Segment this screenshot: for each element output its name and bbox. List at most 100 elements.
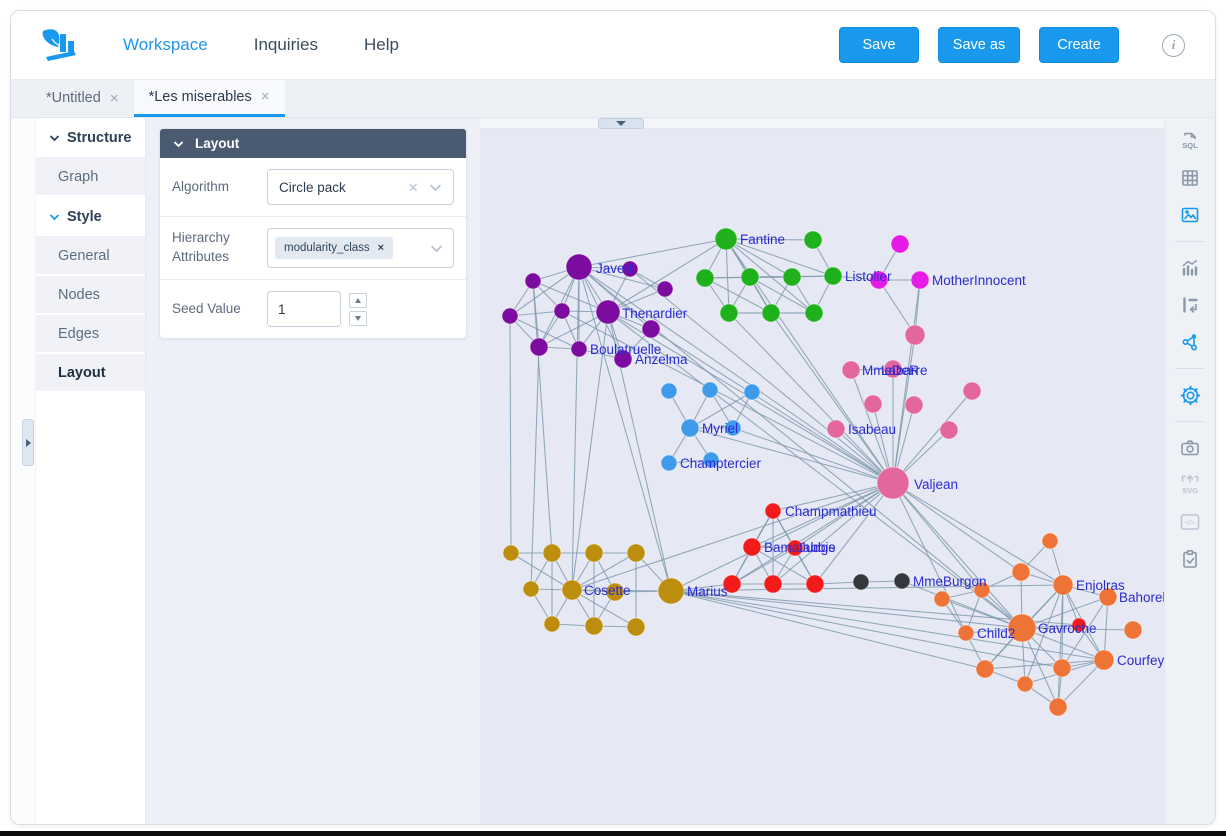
graph-node-courfeyrac[interactable] bbox=[1093, 649, 1115, 671]
graph-node-o10[interactable] bbox=[975, 659, 995, 679]
graph-node-g3[interactable] bbox=[695, 268, 715, 288]
clipboard-check-icon[interactable] bbox=[1176, 545, 1204, 573]
graph-node-r4[interactable] bbox=[722, 574, 742, 594]
sidebar-item-edges[interactable]: Edges bbox=[36, 315, 145, 354]
graph-node-p4[interactable] bbox=[501, 307, 519, 325]
graph-node-fantine[interactable] bbox=[714, 227, 738, 251]
graph-node-k4[interactable] bbox=[904, 324, 926, 346]
graph-node-b2[interactable] bbox=[701, 381, 719, 399]
graph-node-child2[interactable] bbox=[957, 624, 975, 642]
gear-icon[interactable] bbox=[1176, 381, 1204, 409]
graph-node-motherinnocent[interactable] bbox=[910, 270, 930, 290]
graph-node-o12[interactable] bbox=[1052, 658, 1072, 678]
tab-untitled[interactable]: *Untitled × bbox=[31, 79, 134, 117]
graph-node-mmeburgon[interactable] bbox=[893, 572, 911, 590]
graph-node-javert[interactable] bbox=[565, 253, 593, 281]
graph-node-champmathieu[interactable] bbox=[764, 502, 782, 520]
graph-node-y11[interactable] bbox=[626, 617, 646, 637]
clear-icon[interactable]: × bbox=[408, 177, 418, 197]
graph-node-g7[interactable] bbox=[719, 303, 739, 323]
graph-node-p2[interactable] bbox=[621, 260, 639, 278]
graph-node-y3[interactable] bbox=[584, 543, 604, 563]
graph-node-r6[interactable] bbox=[805, 574, 825, 594]
graph-node-judge[interactable] bbox=[786, 539, 804, 557]
graph-node-y1[interactable] bbox=[502, 544, 520, 562]
graph-node-o11[interactable] bbox=[1016, 675, 1034, 693]
graph-node-k9[interactable] bbox=[939, 420, 959, 440]
graph-node-p5[interactable] bbox=[553, 302, 571, 320]
camera-icon[interactable] bbox=[1176, 434, 1204, 462]
graph-node-champtercier[interactable] bbox=[660, 454, 678, 472]
code-icon[interactable]: </> bbox=[1176, 508, 1204, 536]
graph-node-o8[interactable] bbox=[1123, 620, 1143, 640]
graph-node-p9[interactable] bbox=[529, 337, 549, 357]
chevron-down-icon[interactable] bbox=[430, 244, 443, 253]
graph-node-g4[interactable] bbox=[740, 267, 760, 287]
graph-node-enjolras[interactable] bbox=[1052, 574, 1074, 596]
hierarchy-multiselect[interactable]: modularity_class × bbox=[267, 228, 454, 268]
graph-node-p7[interactable] bbox=[656, 280, 674, 298]
graph-node-o2[interactable] bbox=[973, 581, 991, 599]
graph-node-o14[interactable] bbox=[1041, 532, 1059, 550]
app-logo-icon[interactable] bbox=[39, 26, 81, 64]
sidebar-section-structure[interactable]: Structure bbox=[36, 118, 145, 158]
panel-expand-handle[interactable] bbox=[22, 419, 34, 466]
layout-card-header[interactable]: Layout bbox=[160, 129, 466, 158]
hierarchy-chip[interactable]: modularity_class × bbox=[275, 237, 394, 259]
info-icon[interactable]: i bbox=[1162, 33, 1185, 57]
graph-node-p3[interactable] bbox=[524, 272, 542, 290]
sql-icon[interactable]: SQL bbox=[1176, 127, 1204, 155]
graph-node-r5[interactable] bbox=[763, 574, 783, 594]
graph-node-k5[interactable] bbox=[962, 381, 982, 401]
graph-node-mmeder[interactable] bbox=[841, 360, 861, 380]
algorithm-select[interactable]: Circle pack × bbox=[267, 169, 454, 205]
graph-node-g8[interactable] bbox=[761, 303, 781, 323]
graph-node-thenardier[interactable] bbox=[595, 299, 621, 325]
graph-node-listolier[interactable] bbox=[823, 266, 843, 286]
graph-icon[interactable] bbox=[1176, 328, 1204, 356]
graph-node-b1[interactable] bbox=[660, 382, 678, 400]
table-icon[interactable] bbox=[1176, 164, 1204, 192]
chevron-down-icon[interactable] bbox=[429, 183, 442, 192]
graph-node-y5[interactable] bbox=[522, 580, 540, 598]
graph-node-y4[interactable] bbox=[626, 543, 646, 563]
graph-canvas-area[interactable]: Javert Thenardier Boulatruelle Anzelma Fanti… bbox=[480, 118, 1164, 824]
create-button[interactable]: Create bbox=[1039, 27, 1119, 63]
graph-node-g9[interactable] bbox=[804, 303, 824, 323]
graph-node-k6[interactable] bbox=[863, 394, 883, 414]
graph-node-m2[interactable] bbox=[869, 270, 889, 290]
graph-node-b7[interactable] bbox=[702, 451, 720, 469]
graph-node-bamatabois[interactable] bbox=[742, 537, 762, 557]
tab-les-miserables[interactable]: *Les miserables × bbox=[133, 79, 285, 117]
nav-help[interactable]: Help bbox=[363, 35, 399, 54]
spinner-down-button[interactable] bbox=[349, 310, 367, 326]
save-button[interactable]: Save bbox=[839, 27, 919, 63]
seed-value-input[interactable] bbox=[267, 291, 341, 327]
sidebar-item-nodes[interactable]: Nodes bbox=[36, 276, 145, 315]
graph-node-y9[interactable] bbox=[543, 615, 561, 633]
graph-node-m1[interactable] bbox=[890, 234, 910, 254]
graph-node-gavroche[interactable] bbox=[1007, 613, 1037, 643]
collapse-panel-handle[interactable] bbox=[598, 118, 644, 129]
graph-node-o13[interactable] bbox=[1048, 697, 1068, 717]
save-as-button[interactable]: Save as bbox=[938, 27, 1020, 63]
sidebar-item-graph[interactable]: Graph bbox=[36, 158, 145, 197]
graph-node-valjean[interactable] bbox=[876, 466, 910, 500]
graph-node-g5[interactable] bbox=[782, 267, 802, 287]
close-icon[interactable]: × bbox=[260, 88, 270, 105]
graph-node-cosette[interactable] bbox=[561, 579, 583, 601]
sidebar-item-general[interactable]: General bbox=[36, 237, 145, 276]
graph-node-marius[interactable] bbox=[657, 577, 685, 605]
sidebar-item-layout[interactable]: Layout bbox=[36, 354, 145, 393]
graph-node-r7[interactable] bbox=[1071, 617, 1087, 633]
graph-node-bahorel[interactable] bbox=[1098, 587, 1118, 607]
graph-node-p8[interactable] bbox=[641, 319, 661, 339]
graph-node-y10[interactable] bbox=[584, 616, 604, 636]
graph-node-isabeau[interactable] bbox=[826, 419, 846, 439]
graph-node-labarre[interactable] bbox=[883, 359, 903, 379]
chart-icon[interactable] bbox=[1176, 254, 1204, 282]
graph-node-anzelma[interactable] bbox=[613, 349, 633, 369]
graph-node-y7[interactable] bbox=[605, 582, 625, 602]
graph-node-y2[interactable] bbox=[542, 543, 562, 563]
image-icon[interactable] bbox=[1176, 201, 1204, 229]
